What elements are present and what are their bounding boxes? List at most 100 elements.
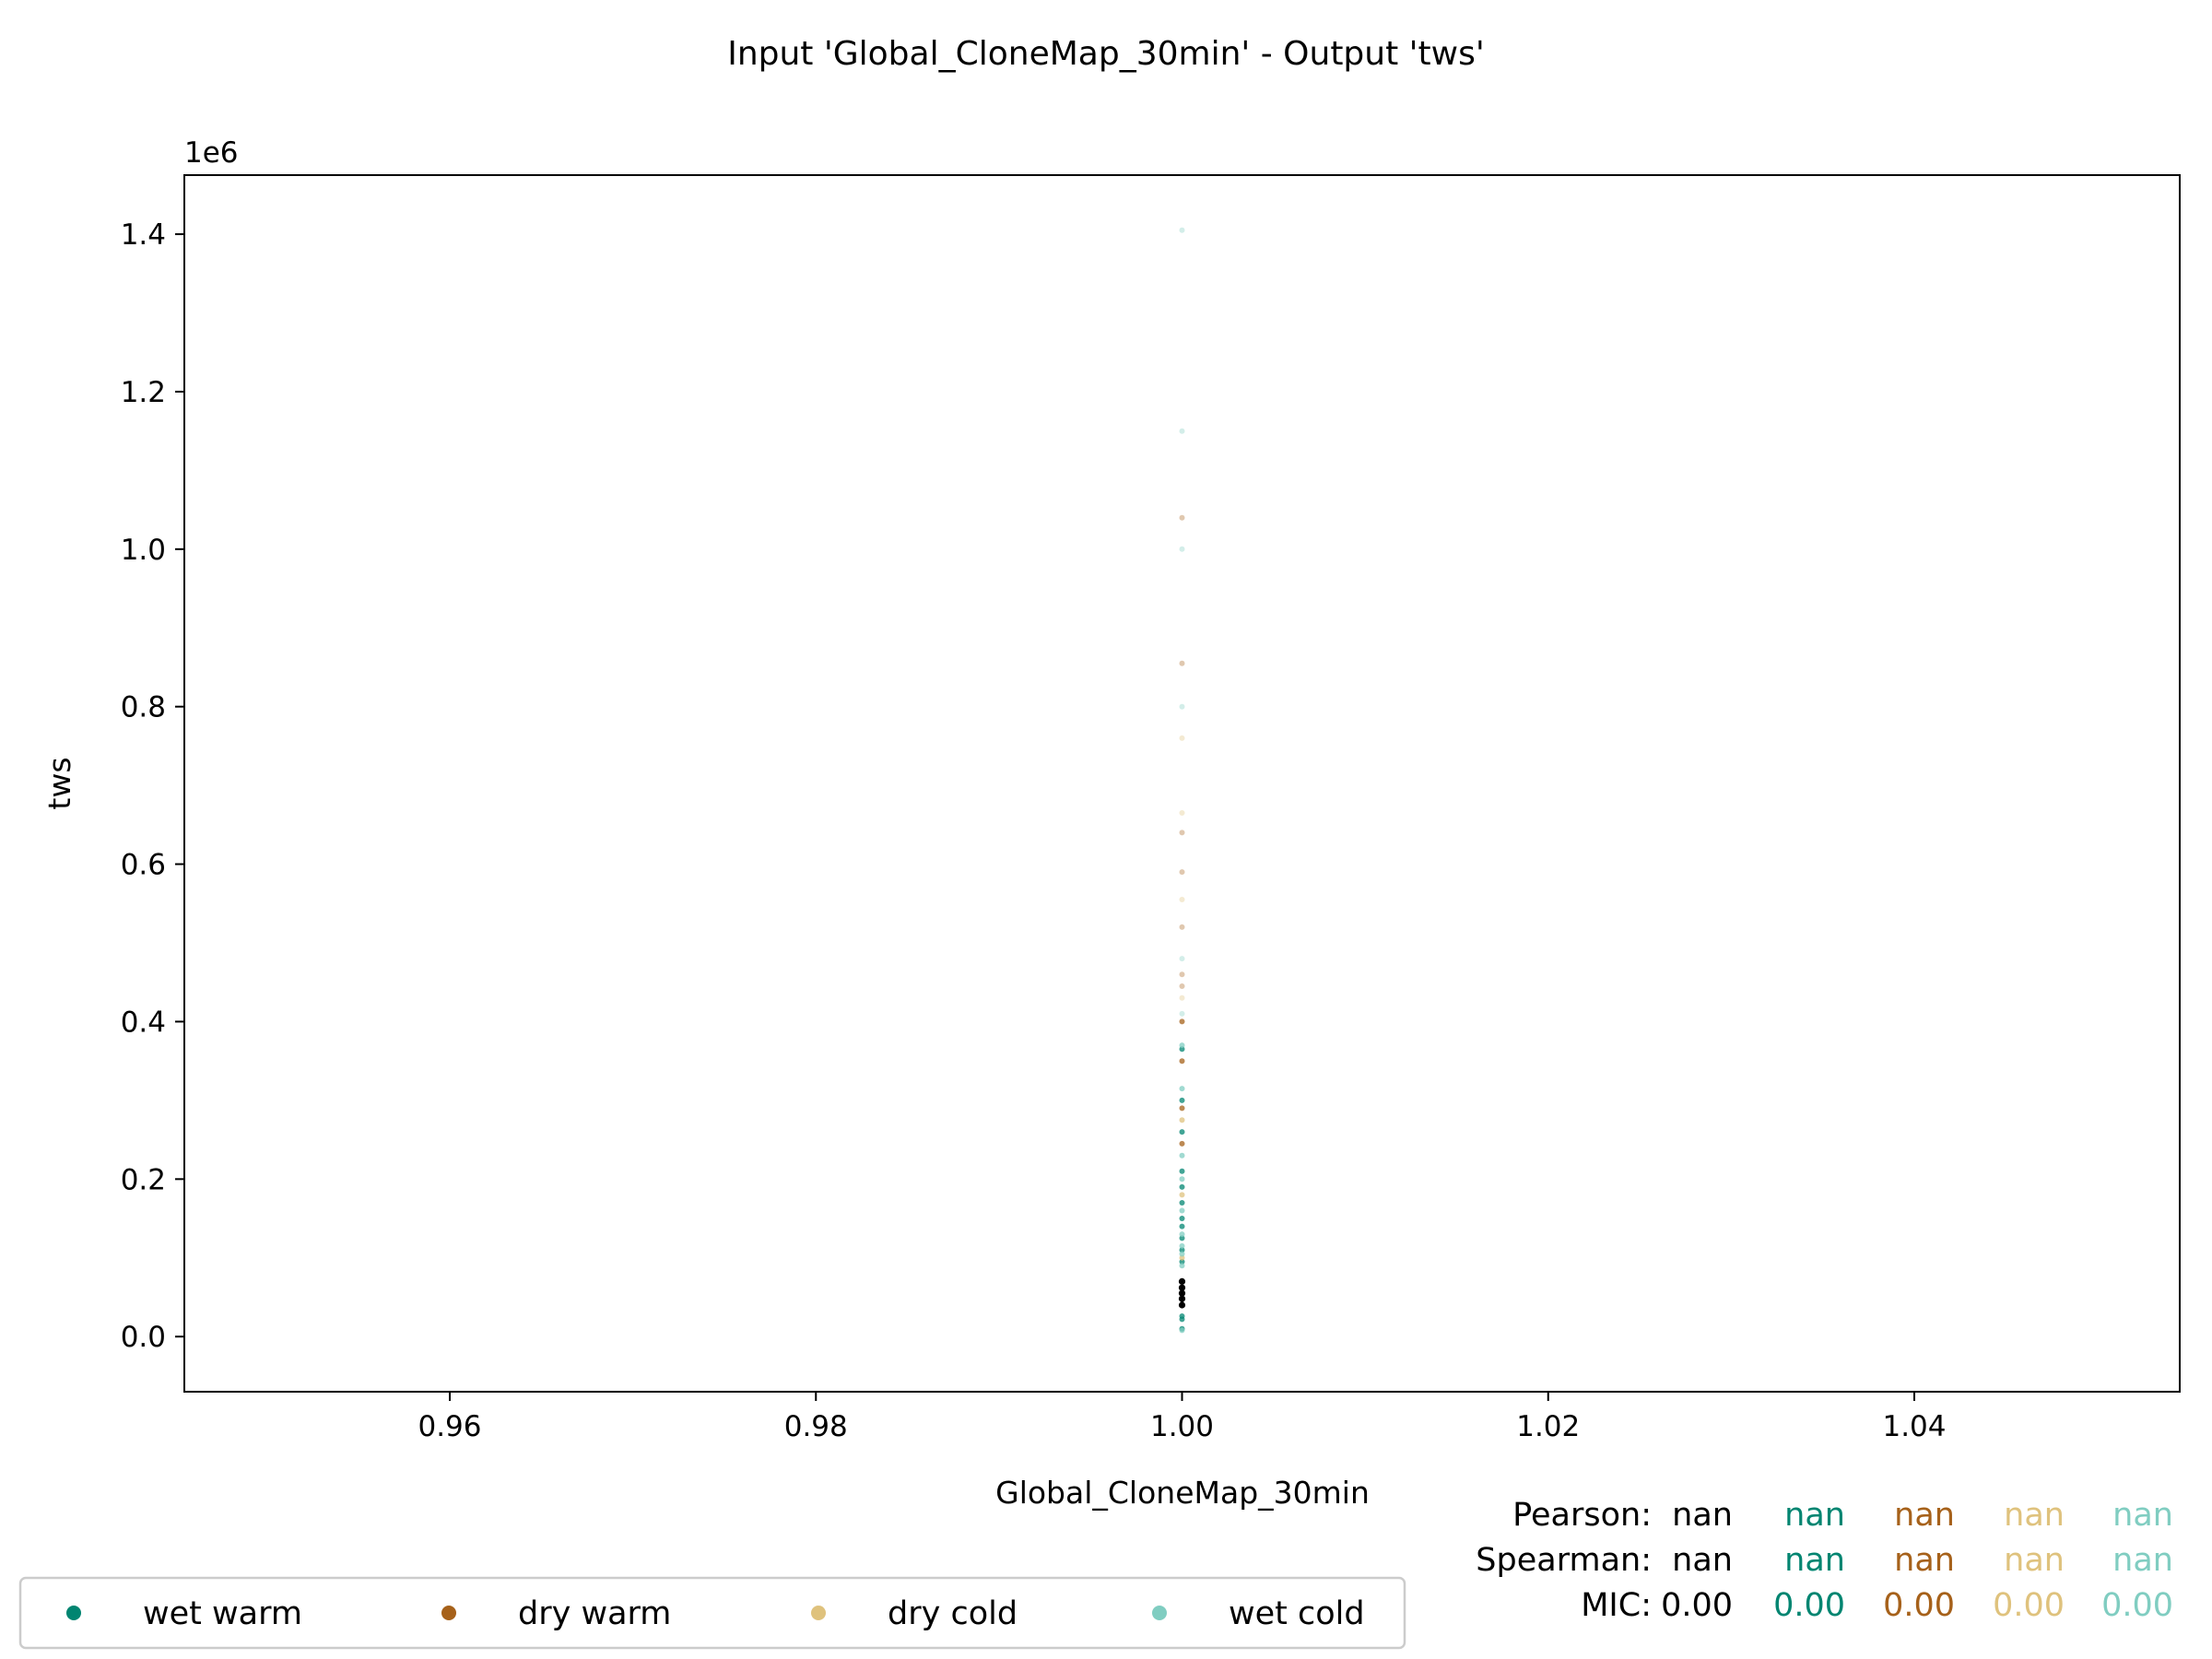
data-point-wet-warm-11 bbox=[1179, 1129, 1185, 1135]
stat-value: nan bbox=[2004, 1542, 2065, 1579]
correlation-stats: Pearson: nan nan nan nan nan Spearman: nan nan na… bbox=[1476, 1497, 2173, 1624]
data-point-dry-warm-5 bbox=[1179, 971, 1185, 978]
data-point-dry-cold-5 bbox=[1179, 810, 1185, 816]
stat-value: nan bbox=[2004, 1497, 2065, 1534]
x-axis-label: Global_CloneMap_30min bbox=[995, 1475, 1370, 1511]
y-tick-label: 1.2 bbox=[121, 376, 166, 409]
data-point-dry-warm-9 bbox=[1179, 660, 1185, 666]
data-point-wet-cold-13 bbox=[1179, 546, 1185, 552]
y-tick-label: 0.4 bbox=[121, 1006, 166, 1039]
data-point-wet-cold-1 bbox=[1179, 1263, 1185, 1269]
legend-marker-wet-cold bbox=[1152, 1606, 1167, 1620]
data-point-wet-warm-13 bbox=[1179, 1046, 1185, 1053]
x-tick-label: 1.00 bbox=[1150, 1410, 1214, 1443]
data-point-dry-warm-4 bbox=[1179, 983, 1185, 989]
stat-value: nan bbox=[2112, 1497, 2173, 1534]
data-point-all-2 bbox=[1178, 1289, 1186, 1297]
x-tick-label: 1.02 bbox=[1516, 1410, 1580, 1443]
stat-value: 0.00 bbox=[1993, 1587, 2065, 1624]
legend: wet warm dry warm dry cold wet cold bbox=[18, 1576, 1406, 1650]
x-tick-label: 0.96 bbox=[418, 1410, 481, 1443]
y-tick-label: 0.8 bbox=[121, 691, 166, 724]
data-point-wet-cold-15 bbox=[1179, 227, 1185, 233]
y-axis: 0.0 0.2 0.4 0.6 0.8 1.0 1.2 1.4 bbox=[121, 218, 184, 1354]
chart-title: Input 'Global_CloneMap_30min' - Output '… bbox=[727, 35, 1485, 73]
data-point-wet-cold-14 bbox=[1179, 428, 1185, 434]
y-tick-label: 1.0 bbox=[121, 534, 166, 567]
data-point-wet-cold-5 bbox=[1179, 1207, 1185, 1214]
legend-marker-wet-warm bbox=[66, 1606, 81, 1620]
data-point-wet-cold-12 bbox=[1179, 703, 1185, 710]
stat-value: nan bbox=[1894, 1497, 1955, 1534]
y-tick-label: 0.0 bbox=[121, 1321, 166, 1354]
data-point-wet-cold-9 bbox=[1179, 1042, 1185, 1049]
data-point-wet-cold-11 bbox=[1179, 956, 1185, 962]
data-point-all-1 bbox=[1178, 1295, 1186, 1302]
y-tick-label: 0.2 bbox=[121, 1163, 166, 1196]
data-points bbox=[1178, 227, 1186, 1334]
x-axis: 0.96 0.98 1.00 1.02 1.04 bbox=[418, 1392, 1947, 1443]
data-point-wet-cold-2 bbox=[1179, 1251, 1185, 1257]
data-point-wet-cold-4 bbox=[1179, 1231, 1185, 1238]
data-point-dry-warm-10 bbox=[1179, 514, 1185, 521]
y-offset-label: 1e6 bbox=[184, 136, 239, 170]
data-point-wet-cold-3 bbox=[1179, 1242, 1185, 1249]
data-point-dry-warm-2 bbox=[1179, 1058, 1185, 1065]
data-point-dry-warm-3 bbox=[1179, 1018, 1185, 1025]
data-point-wet-cold-10 bbox=[1179, 1010, 1185, 1017]
stat-value: nan bbox=[1894, 1542, 1955, 1579]
y-tick-label: 0.6 bbox=[121, 849, 166, 882]
data-point-dry-warm-6 bbox=[1179, 924, 1185, 930]
x-tick-label: 1.04 bbox=[1882, 1410, 1946, 1443]
data-point-dry-cold-2 bbox=[1179, 1117, 1185, 1124]
data-point-all-4 bbox=[1178, 1277, 1186, 1285]
legend-marker-dry-cold bbox=[811, 1606, 826, 1620]
stat-value: nan bbox=[1672, 1497, 1733, 1534]
stat-value: nan bbox=[1784, 1497, 1845, 1534]
legend-frame bbox=[18, 1576, 1406, 1650]
data-point-wet-warm-5 bbox=[1179, 1235, 1185, 1241]
stat-value: 0.00 bbox=[1661, 1587, 1733, 1624]
y-axis-label: tws bbox=[41, 757, 77, 809]
data-point-wet-warm-2 bbox=[1179, 1313, 1185, 1319]
legend-label-wet-warm: wet warm bbox=[143, 1595, 302, 1632]
data-point-dry-cold-0 bbox=[1179, 1254, 1185, 1261]
data-point-all-3 bbox=[1178, 1284, 1186, 1291]
data-point-dry-warm-8 bbox=[1179, 830, 1185, 836]
data-point-wet-cold-6 bbox=[1179, 1176, 1185, 1182]
legend-label-dry-warm: dry warm bbox=[518, 1595, 671, 1632]
legend-label-wet-cold: wet cold bbox=[1229, 1595, 1365, 1632]
data-point-wet-warm-7 bbox=[1179, 1216, 1185, 1221]
data-point-dry-warm-1 bbox=[1179, 1105, 1185, 1112]
stat-label: Pearson: bbox=[1512, 1497, 1652, 1534]
stat-value: 0.00 bbox=[1773, 1587, 1845, 1624]
stat-value: 0.00 bbox=[2101, 1587, 2173, 1624]
stat-label: MIC: bbox=[1581, 1587, 1652, 1624]
x-tick-label: 0.98 bbox=[784, 1410, 848, 1443]
stat-value: nan bbox=[1784, 1542, 1845, 1579]
stat-label: Spearman: bbox=[1476, 1542, 1652, 1579]
y-tick-label: 1.4 bbox=[121, 218, 166, 252]
legend-label-dry-cold: dry cold bbox=[888, 1595, 1018, 1632]
data-point-wet-warm-12 bbox=[1179, 1097, 1185, 1103]
stat-value: nan bbox=[2112, 1542, 2173, 1579]
stat-value: nan bbox=[1672, 1542, 1733, 1579]
data-point-dry-cold-3 bbox=[1179, 994, 1185, 1001]
data-point-wet-warm-9 bbox=[1179, 1183, 1185, 1190]
data-point-wet-warm-6 bbox=[1179, 1223, 1185, 1230]
data-point-wet-cold-8 bbox=[1179, 1086, 1185, 1092]
data-point-all-0 bbox=[1178, 1301, 1186, 1309]
data-point-wet-warm-4 bbox=[1179, 1247, 1185, 1253]
legend-marker-dry-warm bbox=[441, 1606, 456, 1620]
data-point-wet-warm-3 bbox=[1179, 1259, 1185, 1265]
data-point-dry-cold-4 bbox=[1179, 897, 1185, 902]
data-point-dry-warm-7 bbox=[1179, 869, 1185, 876]
data-point-wet-warm-8 bbox=[1179, 1200, 1185, 1206]
stat-value: 0.00 bbox=[1883, 1587, 1955, 1624]
data-point-dry-warm-0 bbox=[1179, 1140, 1185, 1147]
data-point-dry-cold-1 bbox=[1179, 1192, 1185, 1198]
data-point-dry-cold-6 bbox=[1179, 735, 1185, 741]
data-point-wet-cold-7 bbox=[1179, 1152, 1185, 1159]
data-point-wet-warm-10 bbox=[1179, 1168, 1185, 1174]
